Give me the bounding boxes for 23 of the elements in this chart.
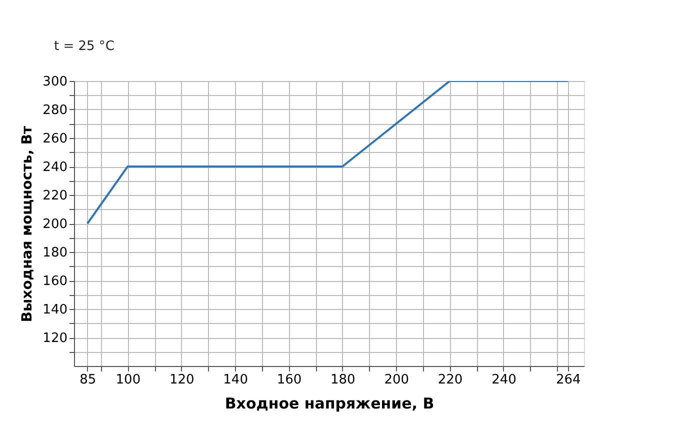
text: t = 25 °C <box>54 39 115 54</box>
y-tick-label: 260 <box>42 132 68 146</box>
y-tick-label: 300 <box>42 74 68 90</box>
y-tick-label: 200 <box>42 217 68 232</box>
x-tick-label: 180 <box>330 372 356 388</box>
y-tick-label: 120 <box>42 331 68 346</box>
x-tick-label: 160 <box>276 372 302 388</box>
x-tick-label: 140 <box>223 372 248 388</box>
x-tick-label: 100 <box>116 372 141 388</box>
y-axis-title: Выходная мощность, Вт <box>20 124 36 322</box>
x-tick-label: 220 <box>438 372 463 388</box>
y-tick-label: 240 <box>42 160 68 175</box>
x-tick-label: 120 <box>169 372 194 388</box>
x-tick-label: 240 <box>492 372 516 388</box>
y-tick-label: 280 <box>42 103 68 118</box>
x-tick-label: 264 <box>556 372 581 388</box>
y-tick-label: 160 <box>42 274 68 289</box>
x-axis-title: Входное напряжение, В <box>224 394 434 412</box>
y-tick-label: 220 <box>42 188 68 204</box>
x-tick-label: 85 <box>80 372 96 388</box>
y-tick-label: 140 <box>42 302 68 318</box>
y-tick-label: 180 <box>42 246 68 260</box>
x-tick-label: 200 <box>384 372 410 388</box>
